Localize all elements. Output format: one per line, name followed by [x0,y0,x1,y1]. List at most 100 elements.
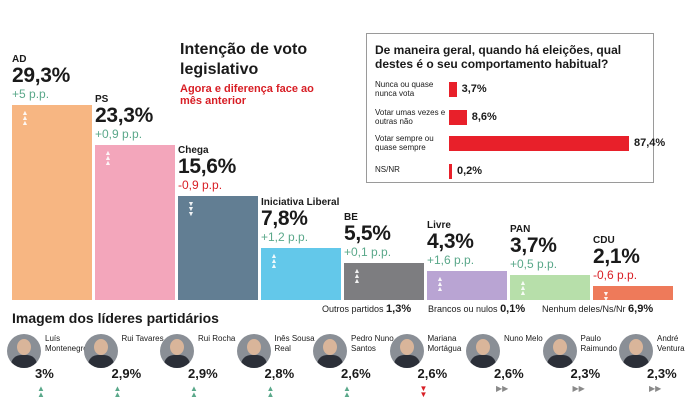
avatar [619,334,653,368]
avatar-torso-shape [11,355,37,368]
leader-name: Nuno Melo [504,334,543,343]
avatar [466,334,500,368]
avatar [313,334,347,368]
leader-name: Luís Montenegro [45,334,88,353]
avatar-torso-shape [87,355,114,368]
avatar-torso-shape [623,355,649,368]
trend-down-icon: ▼ ▼ [419,384,428,399]
bar-party-label: BE [344,212,358,224]
chevron-up-icon: ▲ ▲ ▲ [21,109,29,127]
avatar-torso-shape [546,355,573,368]
survey-row: NS/NR 0,2% [367,162,655,184]
avatar-torso-shape [393,355,420,368]
leader-name: Pedro Nuno Santos [351,334,394,353]
bar-change-label: +1,6 p.p. [427,253,475,268]
avatar-torso-shape [164,355,190,368]
leader-card: Nuno Melo 2,6% ▶▶ [466,334,544,404]
chevron-down-icon: ▼ ▼ ▼ [602,291,610,308]
bar-value-label: 29,3% [12,63,71,87]
trend-up-icon: ▲ ▲ [113,384,122,399]
survey-row: Votar sempre ou quase sempre 87,4% [367,134,665,156]
survey-row-value: 8,6% [471,111,497,123]
survey-row-label: NS/NR [375,165,400,174]
trend-up-icon: ▲ ▲ [37,384,45,399]
avatar [7,334,41,368]
trend-up-icon: ▲ ▲ [266,384,275,399]
bar-change-label: +0,5 p.p. [510,257,558,272]
avatar-head-shape [552,339,567,355]
avatar [389,334,424,368]
totals-others: Outros partidos 1,3% [322,303,411,315]
avatar [160,334,194,368]
totals-none-value: 6,9% [628,303,654,315]
survey-row-value: 0,2% [457,165,483,177]
survey-row-label: Nunca ou quase nunca vota [375,80,434,98]
bar-value-label: 3,7% [510,234,557,258]
bar-ad: ▲ ▲ ▲ [12,104,92,300]
bar-value-label: 15,6% [178,155,237,178]
bar-livre: ▲ ▲ ▲ [427,271,507,300]
avatar-head-shape [246,339,261,355]
leader-name: Mariana Mortágua [427,334,462,353]
bar-party-label: PS [95,93,109,105]
chevron-up-icon: ▲ ▲ ▲ [270,253,278,270]
chevron-up-icon: ▲ ▲ ▲ [519,280,527,298]
totals-others-label: Outros partidos [322,304,384,314]
trend-up-icon: ▲ ▲ [343,384,351,399]
bar-party-label: CDU [593,235,615,246]
avatar-head-shape [323,339,337,355]
bar-party-label: Livre [427,220,451,232]
trend-flat-icon: ▶▶ [496,384,509,393]
bar-change-label: +5 p.p. [12,86,50,101]
leader-card: Rui Tavares 2,9% ▲ ▲ [83,334,164,404]
chevron-down-icon: ▼ ▼ ▼ [187,201,195,218]
avatar-head-shape [17,339,31,355]
leader-card: Rui Rocha 2,9% ▲ ▲ [160,334,238,404]
leader-card: Paulo Raimundo 2,3% ▶▶ [542,334,621,404]
leader-card: Inês Sousa Real 2,8% ▲ ▲ [236,334,315,404]
survey-panel: De maneira geral, quando há eleições, qu… [366,33,665,184]
bar-value-label: 7,8% [261,207,308,230]
totals-blank-value: 0,1% [500,303,526,315]
avatar-head-shape [476,339,490,355]
bar-value-label: 4,3% [427,230,474,254]
bar-party-label: Chega [178,145,209,156]
avatar [542,334,577,368]
bar-change-label: +0,1 p.p. [344,245,392,260]
chevron-up-icon: ▲ ▲ ▲ [436,276,444,294]
leader-value: 2,9% [111,366,142,381]
bar-cdu: ▼ ▼ ▼ [593,286,673,308]
leader-name: Rui Tavares [121,334,164,343]
leader-value: 2,6% [417,366,448,381]
avatar-torso-shape [317,355,343,368]
vote-intention-chart: ▲ ▲ ▲ AD 29,3% +5 p.p. ▲ ▲ ▲ PS 23,3% +0,9 p.p.… [12,53,673,308]
survey-bar [449,82,457,97]
leader-card: Pedro Nuno Santos 2,6% ▲ ▲ [313,334,394,404]
leader-card: Luís Montenegro 3% ▲ ▲ [7,334,88,404]
bar-party-label: PAN [510,224,531,236]
bar-ps: ▲ ▲ ▲ [95,144,175,300]
avatar-torso-shape [470,355,496,368]
trend-flat-icon: ▶▶ [649,384,662,393]
survey-row-value: 3,7% [461,83,487,95]
leader-value: 2,3% [647,366,677,381]
totals-none: Nenhum deles/Ns/Nr 6,9% [542,303,653,315]
avatar-head-shape [170,339,184,355]
totals-none-label: Nenhum deles/Ns/Nr [542,304,626,314]
bar-change-label: -0,9 p.p. [178,178,223,192]
chart-title: Intenção de voto legislativo [180,41,308,78]
trend-flat-icon: ▶▶ [572,384,585,393]
leader-name: Paulo Raimundo [580,334,617,353]
survey-bar [449,136,629,151]
leader-card: Mariana Mortágua 2,6% ▼ ▼ [389,334,468,404]
survey-row: Votar umas vezes e outras não 8,6% [367,108,655,130]
chevron-up-icon: ▲ ▲ ▲ [353,268,361,286]
bar-be: ▲ ▲ ▲ [344,263,424,300]
bar-change-label: +1,2 p.p. [261,230,309,244]
leader-value: 2,9% [188,366,218,381]
leader-name: André Ventura [657,334,685,353]
avatar [83,334,118,368]
leader-name: Rui Rocha [198,334,236,343]
bar-value-label: 2,1% [593,245,640,268]
survey-row-label: Votar sempre ou quase sempre [375,134,434,152]
